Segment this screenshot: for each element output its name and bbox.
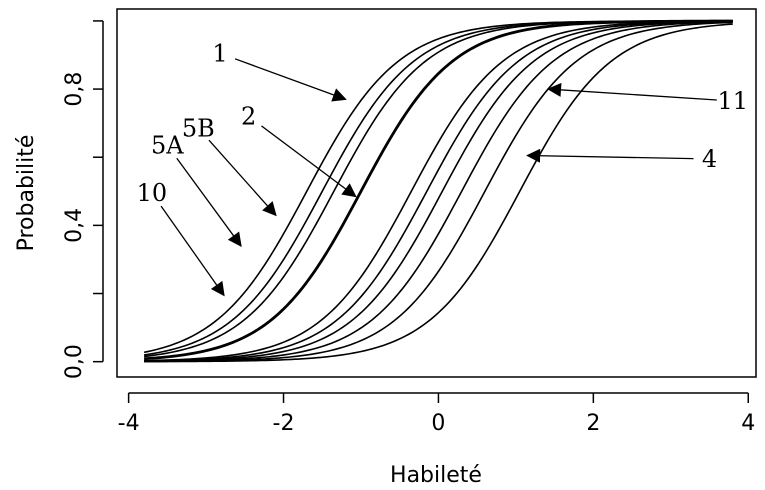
curve-item-4 — [144, 23, 733, 363]
plot-frame — [116, 8, 757, 378]
y-axis: 0,0 0,4 0,8 — [62, 20, 104, 379]
x-axis: -4 -2 0 2 4 — [118, 392, 755, 436]
curve-label-5A: 5A — [151, 131, 184, 159]
arrow-10 — [160, 205, 225, 297]
arrow-5B — [208, 139, 277, 217]
curve-item-c6 — [144, 20, 733, 362]
curve-item-10 — [144, 19, 733, 361]
curve-label-11: 11 — [717, 87, 748, 115]
curve-label-10: 10 — [137, 179, 168, 207]
x-tick-label: -2 — [273, 411, 295, 436]
y-tick-label: 0,8 — [62, 72, 87, 107]
y-axis-label: Probabilité — [14, 135, 39, 252]
curves — [143, 19, 733, 363]
y-tick-label: 0,4 — [62, 208, 87, 243]
x-tick-label: 2 — [586, 411, 600, 436]
curve-label-5B: 5B — [182, 114, 215, 142]
curve-item-c9 — [144, 21, 733, 363]
curve-item-11 — [144, 21, 733, 363]
x-tick-label: -4 — [118, 411, 140, 436]
x-tick-label: 4 — [741, 411, 755, 436]
x-axis-label: Habileté — [390, 463, 482, 488]
arrow-11 — [547, 82, 717, 101]
arrow-5A — [176, 157, 242, 247]
arrow-2 — [261, 125, 357, 198]
x-tick-label: 0 — [431, 411, 445, 436]
curve-item-c7 — [144, 20, 733, 362]
y-tick-label: 0,0 — [62, 344, 87, 379]
curve-item-2 — [144, 20, 733, 362]
arrow-4 — [526, 148, 694, 163]
curve-label-4: 4 — [702, 145, 717, 173]
curve-label-1: 1 — [212, 39, 227, 67]
arrow-1 — [234, 58, 347, 102]
curve-label-2: 2 — [241, 102, 256, 130]
curve-item-1 — [143, 20, 733, 354]
